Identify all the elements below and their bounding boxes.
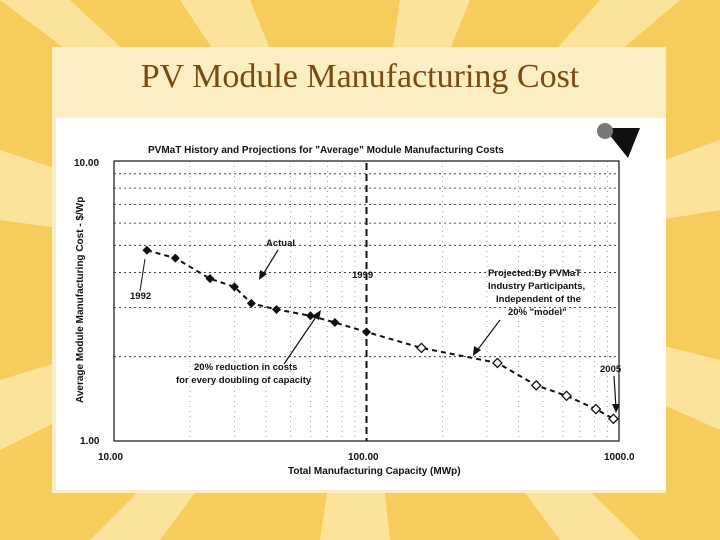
svg-text:20% "model": 20% "model": [508, 307, 567, 318]
projected-point: [561, 390, 572, 402]
chart-scan: PVMaT History and Projections for "Avera…: [56, 118, 666, 490]
actual-point: [305, 311, 315, 321]
x-tick-100: 100.00: [348, 452, 379, 463]
actual-point: [142, 245, 152, 255]
y-axis-label: Average Module Manufacturing Cost - $/Wp: [75, 197, 86, 403]
svg-text:20% reduction in costs: 20% reduction in costs: [194, 362, 297, 373]
slide-title: PV Module Manufacturing Cost: [140, 58, 580, 95]
annotation-2005: 2005: [600, 364, 622, 413]
actual-point: [229, 282, 239, 292]
grid: [114, 161, 619, 441]
y-tick-10: 10.00: [74, 158, 99, 169]
plot-layer: [142, 163, 619, 441]
actual-point: [362, 327, 371, 337]
x-tick-10: 10.00: [98, 452, 123, 463]
projected-point: [530, 379, 542, 391]
actual-point: [170, 253, 180, 263]
cost-chart: PVMaT History and Projections for "Avera…: [74, 120, 644, 477]
x-tick-1000: 1000.0: [604, 452, 635, 463]
y-tick-1: 1.00: [80, 436, 100, 447]
annotation-20pct: 20% reduction in costs for every doublin…: [176, 310, 321, 386]
annotation-1999: 1999: [352, 270, 373, 281]
annotation-actual: Actual: [259, 238, 295, 280]
x-axis-label: Total Manufacturing Capacity (MWp): [288, 466, 461, 477]
svg-text:Actual: Actual: [266, 238, 295, 249]
chart-title: PVMaT History and Projections for "Avera…: [148, 145, 504, 156]
projected-point: [590, 403, 602, 415]
svg-text:Independent of the: Independent of the: [496, 294, 581, 305]
svg-text:1992: 1992: [130, 291, 151, 302]
projected-point: [607, 413, 619, 425]
svg-text:Industry Participants,: Industry Participants,: [488, 281, 585, 292]
svg-text:2005: 2005: [600, 364, 622, 375]
pvmat-logo: [596, 120, 644, 160]
annotation-projected: Projected:By PVMaT Industry Participants…: [473, 268, 585, 356]
actual-point: [271, 304, 281, 314]
actual-point: [246, 298, 256, 308]
svg-text:Projected:By PVMaT: Projected:By PVMaT: [488, 268, 581, 279]
svg-text:for every doubling of capacity: for every doubling of capacity: [176, 375, 312, 386]
projected-point: [415, 342, 427, 354]
svg-text:1999: 1999: [352, 270, 373, 281]
annotation-1992: 1992: [130, 258, 151, 302]
actual-point: [205, 274, 215, 284]
actual-point: [330, 317, 340, 327]
projected-point: [492, 357, 503, 369]
